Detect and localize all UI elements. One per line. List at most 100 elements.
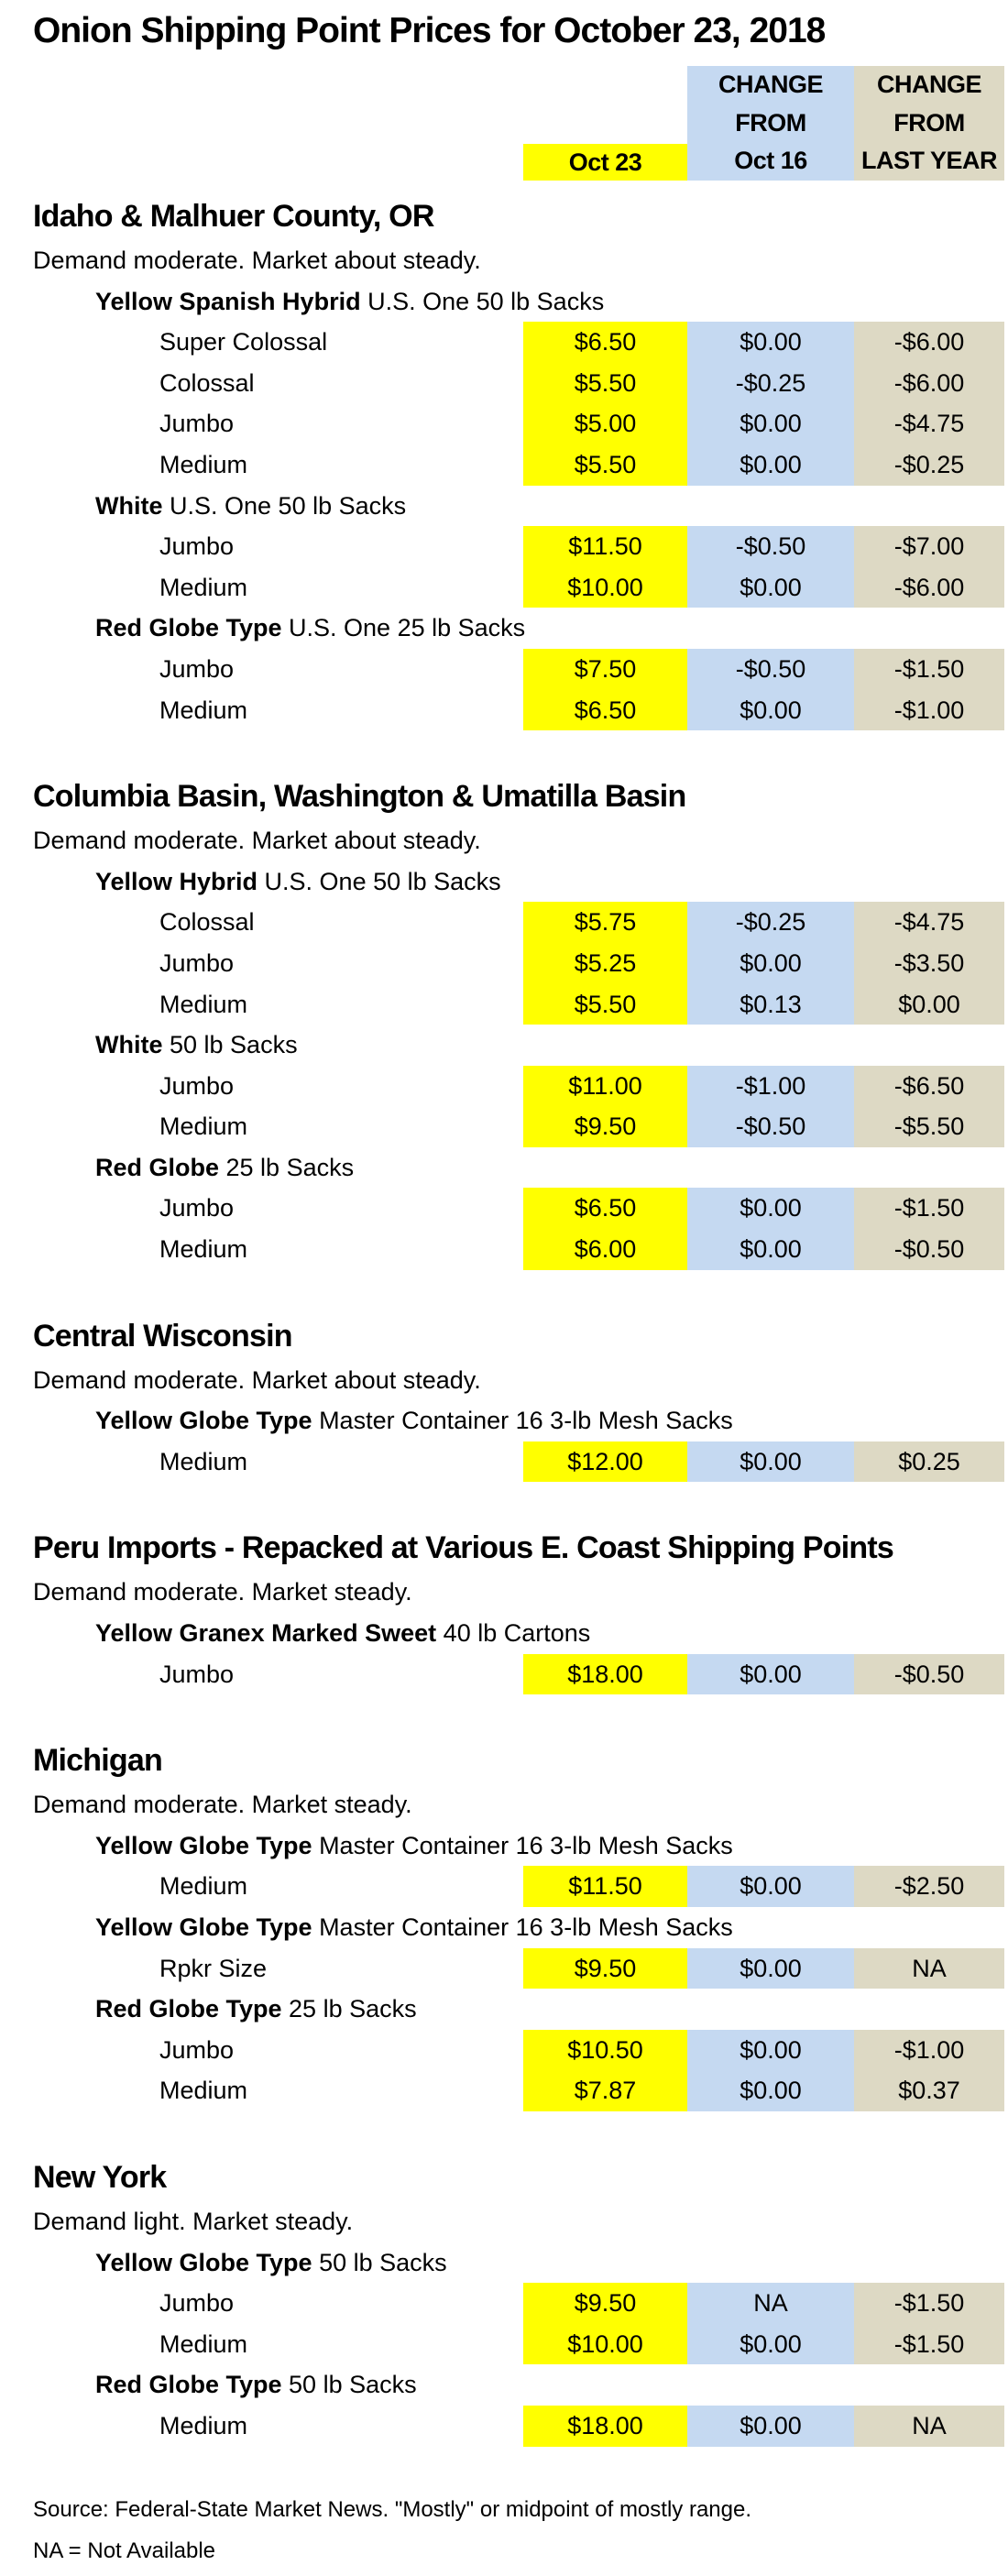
week-change-cell: $0.00 <box>687 1653 854 1695</box>
table-row: Jumbo $6.50 $0.00 -$1.50 <box>0 1188 1008 1230</box>
year-change-cell: -$6.00 <box>854 362 1004 404</box>
week-change-cell: -$0.50 <box>687 648 854 690</box>
variety-name: White <box>95 491 163 520</box>
week-change-cell: $0.00 <box>687 2029 854 2071</box>
week-change-cell: $0.00 <box>687 689 854 731</box>
table-row: Medium $6.50 $0.00 -$1.00 <box>0 689 1008 731</box>
year-change-cell: -$6.50 <box>854 1065 1004 1107</box>
year-change-cell: -$0.50 <box>854 1653 1004 1695</box>
size-label: Medium <box>159 573 248 601</box>
commodity-heading: Yellow Globe Type Master Container 16 3-… <box>0 1400 1008 1441</box>
size-label: Jumbo <box>159 532 235 561</box>
market-conditions: Demand moderate. Market about steady. <box>33 827 481 855</box>
table-row: Jumbo $7.50 -$0.50 -$1.50 <box>0 648 1008 690</box>
table-row: Medium $9.50 -$0.50 -$5.50 <box>0 1106 1008 1147</box>
region-heading: Central Wisconsin <box>33 1318 293 1354</box>
size-label: Jumbo <box>159 1194 235 1222</box>
year-change-cell: -$7.00 <box>854 526 1004 567</box>
size-label: Jumbo <box>159 1660 235 1688</box>
week-change-cell: $0.00 <box>687 2070 854 2111</box>
table-row: Jumbo $5.00 $0.00 -$4.75 <box>0 403 1008 444</box>
price-cell: $5.75 <box>523 902 687 943</box>
week-change-cell: $0.00 <box>687 444 854 486</box>
table-row: Jumbo $5.25 $0.00 -$3.50 <box>0 942 1008 984</box>
section-spacer <box>0 1694 1008 1737</box>
price-cell: $7.50 <box>523 648 687 690</box>
variety-name: Red Globe Type <box>95 614 282 642</box>
table-row: Medium $7.87 $0.00 $0.37 <box>0 2070 1008 2111</box>
market-conditions: Demand moderate. Market about steady. <box>33 1365 481 1394</box>
region-heading: Peru Imports - Repacked at Various E. Co… <box>33 1530 894 1566</box>
region-section: Columbia Basin, Washington & Umatilla Ba… <box>0 773 1008 1270</box>
commodity-heading: Yellow Spanish Hybrid U.S. One 50 lb Sac… <box>0 281 1008 323</box>
market-conditions: Demand moderate. Market steady. <box>33 1578 412 1606</box>
price-cell: $18.00 <box>523 1653 687 1695</box>
week-change-cell: $0.00 <box>687 322 854 363</box>
price-cell: $10.50 <box>523 2029 687 2071</box>
section-spacer <box>0 1482 1008 1524</box>
column-header-line: FROM <box>735 108 806 137</box>
pack-description: 25 lb Sacks <box>219 1153 355 1181</box>
region-section: New York Demand light. Market steady. Yell… <box>0 2154 1008 2447</box>
size-label: Medium <box>159 1447 248 1475</box>
table-row: Medium $18.00 $0.00 NA <box>0 2405 1008 2447</box>
commodity-heading: Red Globe Type 50 lb Sacks <box>0 2364 1008 2406</box>
year-change-cell: -$1.00 <box>854 2029 1004 2071</box>
week-change-cell: $0.13 <box>687 983 854 1025</box>
table-row: Colossal $5.75 -$0.25 -$4.75 <box>0 902 1008 943</box>
market-conditions: Demand moderate. Market steady. <box>33 1791 412 1819</box>
year-change-cell: -$5.50 <box>854 1106 1004 1147</box>
size-label: Medium <box>159 1235 248 1264</box>
commodity-heading: Red Globe Type U.S. One 25 lb Sacks <box>0 608 1008 649</box>
pack-description: 50 lb Sacks <box>312 2248 447 2276</box>
pack-description: U.S. One 50 lb Sacks <box>257 867 501 895</box>
pack-description: U.S. One 25 lb Sacks <box>281 614 526 642</box>
market-conditions: Demand light. Market steady. <box>33 2207 354 2235</box>
size-label: Jumbo <box>159 948 235 977</box>
pack-description: 40 lb Cartons <box>436 1619 591 1648</box>
year-change-cell: -$2.50 <box>854 1866 1004 1907</box>
week-change-cell: $0.00 <box>687 1947 854 1990</box>
column-header-line: Oct 23 <box>568 148 642 176</box>
pack-description: 50 lb Sacks <box>281 2371 417 2399</box>
variety-name: Yellow Hybrid <box>95 867 258 895</box>
pack-description: U.S. One 50 lb Sacks <box>360 287 605 315</box>
price-cell: $18.00 <box>523 2405 687 2447</box>
week-change-cell: $0.00 <box>687 566 854 608</box>
table-row: Medium $10.00 $0.00 -$1.50 <box>0 2323 1008 2365</box>
year-change-cell: NA <box>854 2405 1004 2447</box>
variety-name: Yellow Granex Marked Sweet <box>95 1619 437 1648</box>
price-cell: $11.50 <box>523 1866 687 1907</box>
section-spacer <box>0 730 1008 773</box>
size-label: Jumbo <box>159 1071 235 1100</box>
week-change-cell: $0.00 <box>687 1441 854 1483</box>
variety-name: White <box>95 1031 163 1059</box>
size-label: Colossal <box>159 908 255 937</box>
pack-description: U.S. One 50 lb Sacks <box>162 491 407 520</box>
column-header-line: LAST YEAR <box>860 147 998 175</box>
size-label: Colossal <box>159 368 255 397</box>
price-cell: $11.50 <box>523 526 687 567</box>
price-cell: $6.50 <box>523 322 687 363</box>
year-change-cell: -$1.50 <box>854 2283 1004 2324</box>
commodity-heading: White U.S. One 50 lb Sacks <box>0 486 1008 527</box>
year-change-cell: $0.37 <box>854 2070 1004 2111</box>
variety-name: Red Globe Type <box>95 2371 282 2399</box>
price-cell: $5.50 <box>523 983 687 1025</box>
week-change-cell: $0.00 <box>687 403 854 444</box>
size-label: Jumbo <box>159 2289 235 2318</box>
week-change-cell: $0.00 <box>687 1229 854 1270</box>
price-cell: $5.25 <box>523 942 687 984</box>
year-change-cell: -$1.50 <box>854 2323 1004 2365</box>
pack-description: Master Container 16 3-lb Mesh Sacks <box>312 1831 733 1859</box>
table-row: Jumbo $18.00 $0.00 -$0.50 <box>0 1653 1008 1695</box>
table-row: Jumbo $10.50 $0.00 -$1.00 <box>0 2029 1008 2071</box>
price-cell: $5.00 <box>523 403 687 444</box>
week-change-cell: -$0.50 <box>687 526 854 567</box>
size-label: Jumbo <box>159 410 235 438</box>
variety-name: Yellow Globe Type <box>95 2248 312 2276</box>
price-cell: $6.50 <box>523 689 687 731</box>
week-change-cell: $0.00 <box>687 942 854 984</box>
source-note: Source: Federal-State Market News. "Most… <box>33 2497 751 2522</box>
week-change-cell: -$0.50 <box>687 1106 854 1147</box>
